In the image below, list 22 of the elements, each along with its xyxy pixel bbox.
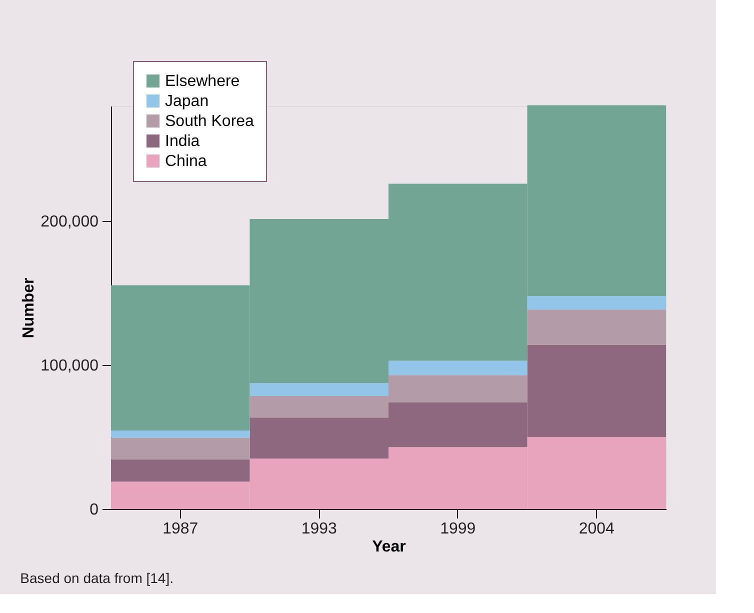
y-axis-title: Number <box>20 278 38 338</box>
y-tick-label: 200,000 <box>40 214 99 231</box>
x-tick-label: 2004 <box>578 520 615 538</box>
legend-label: Japan <box>165 93 209 110</box>
text: Based on data from [14]. <box>20 570 174 586</box>
legend-label: South Korea <box>165 113 254 130</box>
legend-label: China <box>165 153 207 170</box>
bar <box>250 383 388 396</box>
bar <box>111 438 250 460</box>
legend-label: Elsewhere <box>165 73 240 90</box>
bar <box>111 459 250 482</box>
x-axis-title: Year <box>372 538 406 556</box>
legend-label: India <box>165 133 200 150</box>
bar <box>388 360 528 376</box>
y-tick-label: 0 <box>90 502 99 518</box>
x-tick-label: 1993 <box>301 520 338 538</box>
x-tick-label: 1999 <box>440 520 476 538</box>
x-tick-label: 1987 <box>162 520 198 538</box>
y-tick-label: 100,000 <box>40 358 99 375</box>
bar <box>111 430 250 438</box>
bar <box>527 310 666 345</box>
bar <box>527 296 666 310</box>
